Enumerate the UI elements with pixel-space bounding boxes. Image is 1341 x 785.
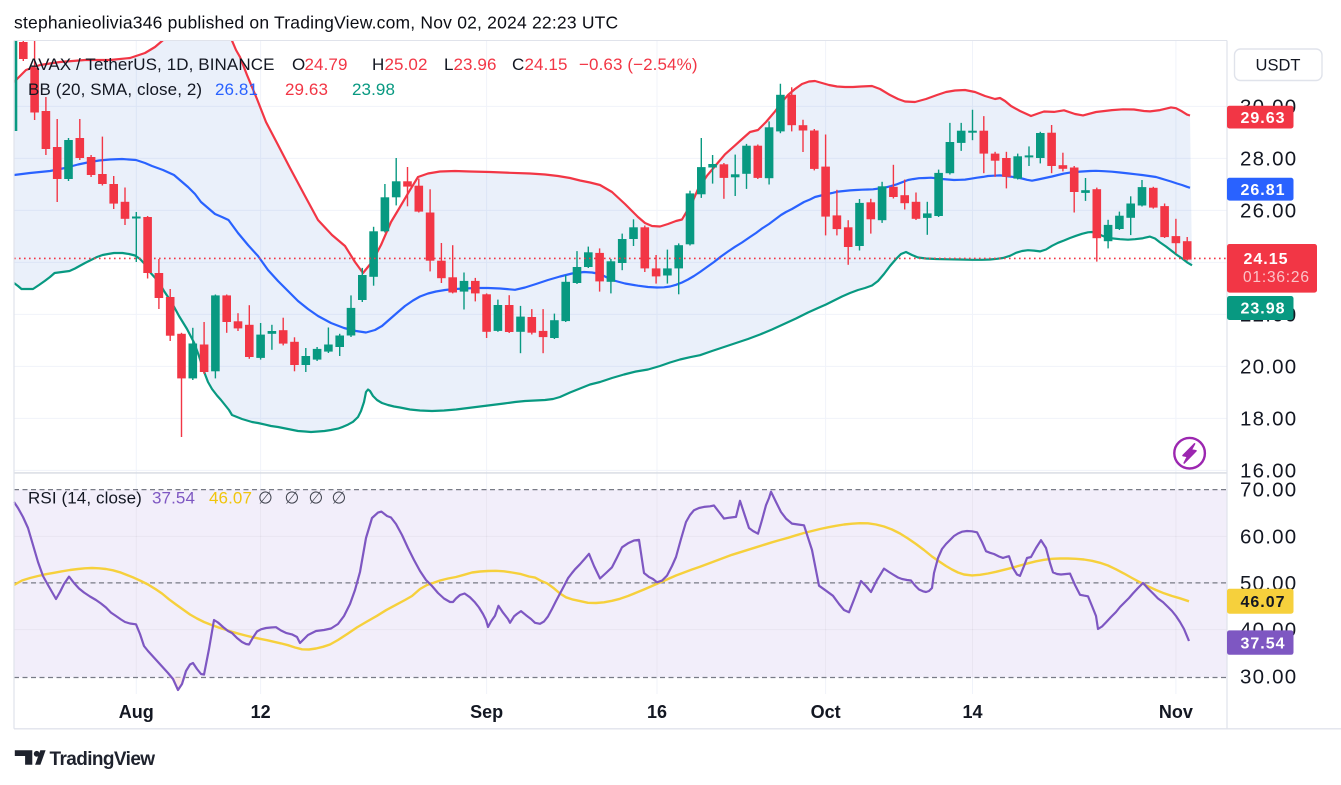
svg-text:Sep: Sep [470,702,503,722]
svg-text:Aug: Aug [119,702,154,722]
svg-text:46.07: 46.07 [209,489,252,508]
svg-text:25.02: 25.02 [385,55,428,74]
svg-text:24.15: 24.15 [1244,251,1289,268]
svg-text:46.07: 46.07 [1241,594,1286,611]
svg-text:∅: ∅ [258,489,273,508]
svg-text:24.79: 24.79 [305,55,348,74]
svg-text:23.98: 23.98 [352,80,395,99]
svg-text:L: L [444,55,454,74]
svg-text:29.63: 29.63 [285,80,328,99]
svg-text:20.00: 20.00 [1240,355,1297,378]
svg-text:26.00: 26.00 [1240,199,1297,222]
svg-text:14: 14 [962,702,982,722]
svg-text:Nov: Nov [1159,702,1193,722]
svg-text:24.15: 24.15 [525,55,568,74]
svg-text:Oct: Oct [811,702,841,722]
svg-text:29.63: 29.63 [1241,110,1286,127]
svg-text:26.81: 26.81 [1241,182,1286,199]
svg-text:37.54: 37.54 [152,489,195,508]
svg-text:30.00: 30.00 [1240,666,1297,689]
svg-text:18.00: 18.00 [1240,407,1297,430]
svg-text:23.98: 23.98 [1241,301,1286,318]
svg-text:37.54: 37.54 [1241,635,1286,652]
svg-text:AVAX / TetherUS, 1D, BINANCE: AVAX / TetherUS, 1D, BINANCE [28,55,275,74]
svg-text:−0.63 (−2.54%): −0.63 (−2.54%) [579,55,698,74]
svg-text:∅: ∅ [332,489,347,508]
svg-text:BB (20, SMA, close, 2): BB (20, SMA, close, 2) [28,80,202,99]
svg-text:12: 12 [251,702,271,722]
svg-text:16.00: 16.00 [1240,459,1297,482]
svg-text:USDT: USDT [1256,57,1301,75]
svg-text:60.00: 60.00 [1240,525,1297,548]
svg-text:TradingView: TradingView [50,749,156,770]
svg-text:∅: ∅ [309,489,324,508]
svg-text:RSI (14, close): RSI (14, close) [28,489,142,508]
svg-text:stephanieolivia346 published o: stephanieolivia346 published on TradingV… [14,13,618,33]
svg-text:H: H [372,55,384,74]
svg-text:01:36:26: 01:36:26 [1243,269,1310,286]
svg-text:16: 16 [647,702,667,722]
svg-text:∅: ∅ [285,489,300,508]
svg-text:O: O [292,55,305,74]
svg-text:C: C [512,55,524,74]
svg-text:70.00: 70.00 [1240,479,1297,502]
svg-text:26.81: 26.81 [215,80,258,99]
svg-text:28.00: 28.00 [1240,147,1297,170]
svg-text:23.96: 23.96 [454,55,497,74]
